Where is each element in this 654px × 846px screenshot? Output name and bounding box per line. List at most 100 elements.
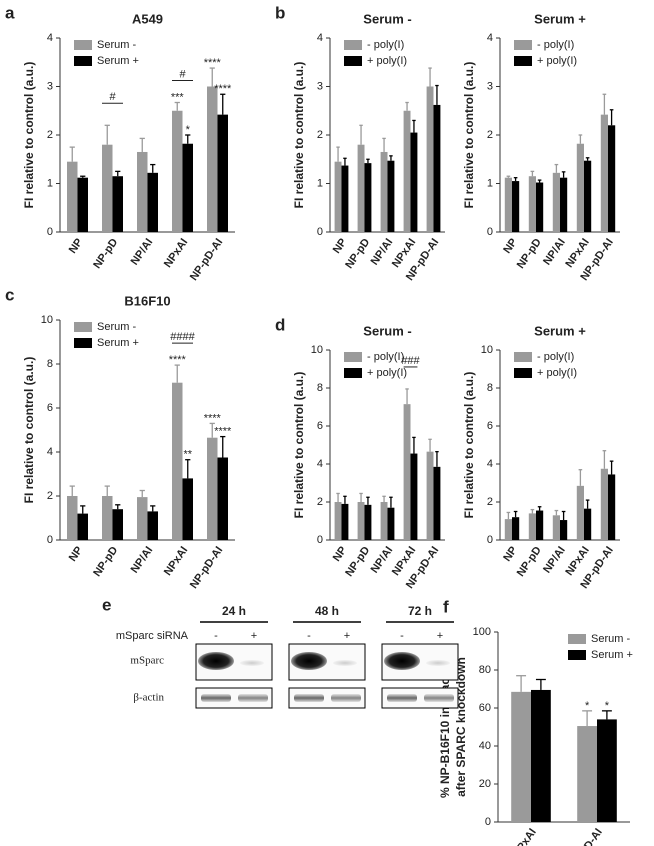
error-bar — [80, 175, 86, 178]
error-bar — [578, 469, 583, 486]
bar — [207, 86, 218, 232]
error-bar — [336, 146, 340, 162]
legend-swatch — [514, 56, 532, 66]
error-bar — [585, 499, 590, 509]
error-bar — [537, 506, 542, 511]
error-bar — [209, 67, 215, 87]
error-bar — [513, 510, 518, 518]
y-tick-label: 1 — [317, 177, 323, 189]
legend-label: + poly(I) — [537, 55, 577, 67]
y-tick-label: 10 — [311, 344, 323, 356]
bar — [511, 691, 531, 822]
blot-band — [331, 694, 361, 702]
legend-swatch — [74, 338, 92, 348]
legend-label: Serum - — [97, 321, 136, 333]
bar — [364, 504, 372, 540]
band-label: mSparc — [130, 655, 164, 667]
error-bar — [602, 450, 607, 469]
bar — [112, 509, 123, 540]
error-bar — [366, 496, 370, 505]
bar — [182, 478, 193, 540]
y-tick-label: 6 — [47, 402, 53, 414]
bar — [112, 176, 123, 232]
error-bar — [561, 510, 566, 521]
error-bar — [578, 134, 583, 144]
y-tick-label: 1 — [487, 177, 493, 189]
bar — [576, 485, 584, 540]
error-bar — [343, 495, 347, 504]
annotation: **** — [214, 426, 232, 438]
x-tick-label: NP-pD-AI — [567, 827, 605, 846]
error-bar — [343, 157, 347, 166]
bar — [77, 177, 88, 232]
annotation: # — [109, 91, 116, 103]
panel-label: f — [443, 597, 449, 616]
annotation: * — [605, 700, 610, 712]
error-bar — [366, 158, 370, 164]
annotation: #### — [170, 331, 195, 343]
y-tick-label: 4 — [487, 458, 493, 470]
bar — [137, 151, 148, 232]
error-bar — [506, 511, 511, 520]
x-tick-label: NP-pD — [91, 236, 120, 270]
x-tick-label: NP-pD-AI — [188, 237, 226, 283]
bar — [380, 151, 388, 232]
annotation: ### — [401, 355, 420, 367]
legend-label: Serum + — [97, 55, 139, 67]
error-bar — [405, 388, 409, 405]
lane-label: + — [251, 630, 257, 642]
error-bar — [139, 489, 145, 498]
y-tick-label: 10 — [481, 344, 493, 356]
y-tick-label: 20 — [479, 778, 491, 790]
y-axis-label: FI relative to control (a.u.) — [462, 372, 476, 519]
bar — [600, 114, 608, 232]
bar — [560, 177, 568, 232]
y-tick-label: 2 — [487, 496, 493, 508]
bar — [528, 176, 536, 232]
bar — [600, 468, 608, 540]
legend-label: + poly(I) — [367, 367, 407, 379]
legend-label: + poly(I) — [367, 55, 407, 67]
error-bar — [115, 170, 121, 177]
error-bar — [104, 124, 110, 145]
y-tick-label: 3 — [47, 80, 53, 92]
blot-band — [198, 652, 234, 670]
annotation: **** — [169, 354, 187, 366]
error-bar — [530, 170, 535, 177]
error-bar — [585, 157, 590, 161]
y-axis-label: FI relative to control (a.u.) — [292, 372, 306, 519]
bar — [584, 160, 592, 232]
y-tick-label: 6 — [487, 420, 493, 432]
y-tick-label: 10 — [41, 314, 53, 326]
bar — [147, 172, 158, 232]
bar — [410, 453, 418, 540]
error-bar — [601, 710, 612, 720]
bar — [433, 466, 441, 540]
error-bar — [104, 485, 110, 496]
error-bar — [174, 101, 180, 111]
y-tick-label: 80 — [479, 664, 491, 676]
legend-swatch — [568, 650, 586, 660]
legend-label: - poly(I) — [537, 39, 574, 51]
panel-label: e — [102, 595, 111, 614]
bar — [341, 165, 349, 232]
annotation: *** — [171, 91, 185, 103]
chart-title: A549 — [132, 11, 163, 26]
blot-band — [426, 660, 450, 666]
y-tick-label: 2 — [487, 129, 493, 141]
chart-title: B16F10 — [124, 293, 170, 308]
panel-label: b — [275, 3, 285, 22]
legend-swatch — [74, 40, 92, 50]
x-tick-label: NP — [501, 237, 520, 256]
blot-band — [201, 694, 231, 702]
x-tick-label: NP-pD — [343, 236, 372, 270]
x-tick-label: NP — [331, 237, 350, 256]
error-bar — [185, 459, 191, 479]
y-tick-label: 3 — [317, 80, 323, 92]
error-bar — [359, 124, 363, 145]
error-bar — [609, 460, 614, 475]
y-tick-label: 100 — [473, 626, 491, 638]
blot-band — [294, 694, 324, 702]
legend-swatch — [344, 352, 362, 362]
